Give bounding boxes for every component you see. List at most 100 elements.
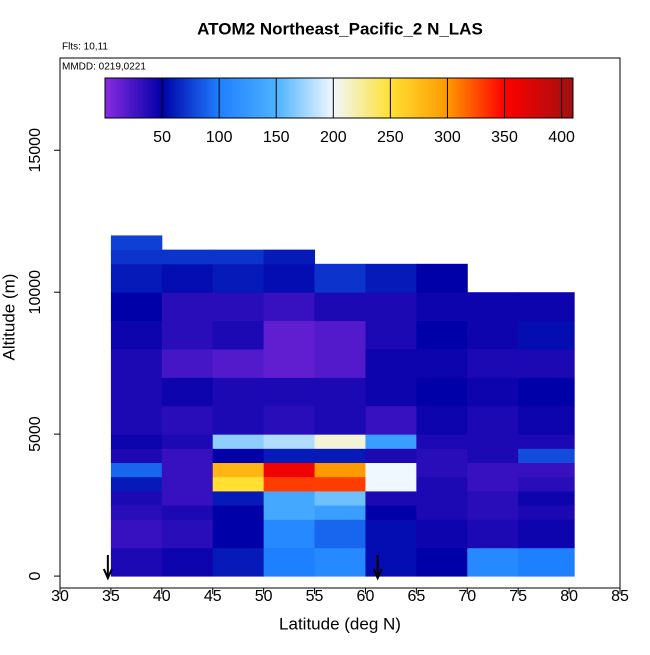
heat-cell [212,448,265,464]
heat-cell [161,448,214,464]
heat-cell [314,505,366,520]
heat-cell [263,405,316,435]
heat-cell [518,320,575,350]
heat-cell [416,519,468,549]
heat-cell [161,490,214,506]
heat-cell [518,462,575,478]
heat-cell [416,348,468,378]
heat-cell [161,320,214,350]
heat-cell [365,320,417,350]
heat-cell [314,348,366,378]
heat-cell [416,462,468,478]
heat-cell [365,377,417,407]
heat-cell [467,462,519,478]
x-tick-label: 55 [306,588,324,605]
arrow-head [372,568,383,581]
heat-cell [365,505,417,520]
x-tick-label: 65 [407,588,425,605]
heat-cell [314,263,366,293]
heat-cell [467,377,519,407]
heat-cell [110,547,163,577]
colorbar-tick-label: 400 [548,129,575,146]
y-tick-label: 10000 [27,270,44,315]
x-tick-label: 75 [509,588,527,605]
x-tick-label: 35 [102,588,120,605]
heat-cell [416,505,468,520]
colorbar-tick-label: 250 [377,129,404,146]
heat-cell [263,476,316,492]
heat-cell [263,348,316,378]
heat-cell [365,476,417,492]
heat-cell [110,235,163,251]
colorbar-tick-label: 150 [263,129,290,146]
heat-cell [518,490,575,506]
heat-cell [314,448,366,464]
heat-cell [212,490,265,506]
heat-cell [314,490,366,506]
heat-cell [110,320,163,350]
y-axis-label: Altitude (m) [0,274,18,361]
heat-cell [263,320,316,350]
heat-cell [314,320,366,350]
colorbar-tick-label: 350 [491,129,518,146]
colorbar-tick-label: 50 [153,129,171,146]
annotation: MMDD: 0219,0221 [62,62,146,73]
heat-cell [110,377,163,407]
heat-cell [518,377,575,407]
heat-cell [365,348,417,378]
heat-cell [365,434,417,449]
heat-cell [110,263,163,293]
heat-cell [212,348,265,378]
x-tick-label: 80 [560,588,578,605]
heat-cell [161,519,214,549]
y-tick-label: 5000 [27,416,44,452]
heat-cell [416,490,468,506]
heat-cell [263,547,316,577]
x-tick-label: 30 [51,588,69,605]
heat-cell [161,547,214,577]
heat-cell [365,263,417,293]
heat-cell [467,547,519,577]
heat-cell [416,476,468,492]
heat-cell [365,448,417,464]
heat-cell [416,434,468,449]
heat-cell [365,490,417,506]
colorbar [104,77,574,119]
heat-cell [161,292,214,322]
heat-cell [416,547,468,577]
plot-frame [59,57,621,589]
heat-cell [110,434,163,449]
heat-cell [467,490,519,506]
heat-cell [212,476,265,492]
heat-cell [110,519,163,549]
heat-cell [212,462,265,478]
heat-cell [467,320,519,350]
heat-cell [518,448,575,464]
heat-cell [365,547,417,577]
heat-cell [110,405,163,435]
heat-cell [314,519,366,549]
heat-cell [263,519,316,549]
heat-cell [314,377,366,407]
heat-cell [518,547,575,577]
heat-cell [467,476,519,492]
y-tick-label: 0 [27,572,44,581]
x-tick-label: 50 [255,588,273,605]
x-tick-label: 40 [153,588,171,605]
arrow-head [102,568,113,581]
heat-cell [416,448,468,464]
heat-cell [161,377,214,407]
heat-cell [110,490,163,506]
heat-cell [212,249,265,265]
x-tick-label: 70 [458,588,476,605]
heat-cell [518,405,575,435]
heat-cell [161,348,214,378]
heat-cell [212,320,265,350]
heat-cell [110,249,163,265]
heat-cell [263,448,316,464]
heat-cell [212,547,265,577]
heat-cell [161,405,214,435]
heat-cell [314,292,366,322]
heat-cell [161,462,214,478]
heat-cell [467,519,519,549]
